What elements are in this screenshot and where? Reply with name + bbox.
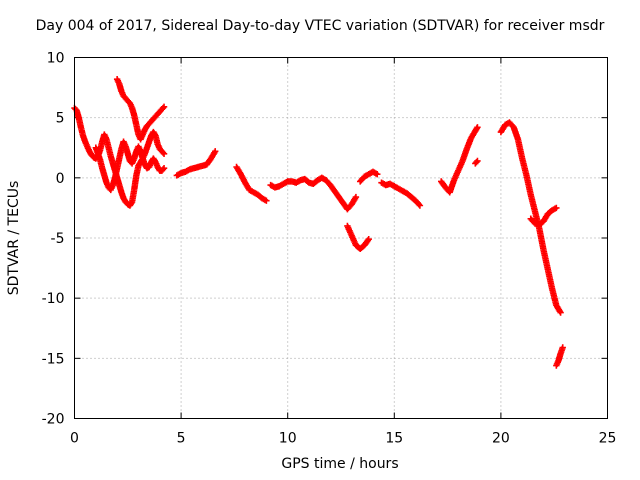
chart-title: Day 004 of 2017, Sidereal Day-to-day VTE… bbox=[35, 18, 605, 34]
x-axis-label: GPS time / hours bbox=[281, 456, 399, 472]
x-tick-label: 20 bbox=[492, 431, 510, 447]
data-point bbox=[212, 148, 219, 155]
data-point bbox=[160, 165, 168, 172]
data-point bbox=[159, 166, 167, 173]
y-tick-label: -20 bbox=[42, 412, 65, 428]
tick-labels: 0 5 10 15 20 25 -20 -15 -10 -5 0 5 10 bbox=[42, 51, 617, 447]
data-point bbox=[474, 124, 481, 131]
y-tick-label: -15 bbox=[42, 351, 65, 367]
data-point bbox=[364, 237, 372, 244]
data-point bbox=[415, 201, 423, 208]
data-point bbox=[559, 344, 566, 351]
data-point bbox=[159, 149, 167, 156]
x-tick-label: 0 bbox=[70, 431, 79, 447]
data-point bbox=[160, 150, 168, 157]
data-point bbox=[553, 204, 560, 212]
data-point bbox=[374, 171, 381, 178]
plot-frame bbox=[74, 57, 608, 419]
data-point bbox=[473, 158, 480, 166]
data-point bbox=[365, 236, 372, 243]
x-tick-label: 25 bbox=[599, 431, 617, 447]
data-point bbox=[474, 157, 481, 165]
data-point bbox=[263, 197, 270, 204]
y-tick-label: 0 bbox=[56, 171, 65, 187]
x-tick-label: 10 bbox=[279, 431, 297, 447]
y-tick-label: 10 bbox=[47, 51, 65, 67]
data-points bbox=[71, 75, 566, 369]
data-point bbox=[557, 309, 564, 316]
x-tick-label: 15 bbox=[385, 431, 403, 447]
data-point bbox=[416, 202, 424, 209]
axis-ticks bbox=[74, 57, 608, 419]
y-tick-label: 5 bbox=[56, 111, 65, 127]
y-tick-label: -10 bbox=[42, 291, 65, 307]
x-tick-label: 5 bbox=[177, 431, 186, 447]
data-point bbox=[352, 193, 360, 201]
data-point bbox=[159, 104, 167, 112]
y-tick-label: -5 bbox=[51, 231, 65, 247]
grid-lines bbox=[74, 57, 608, 419]
data-point bbox=[160, 103, 168, 111]
